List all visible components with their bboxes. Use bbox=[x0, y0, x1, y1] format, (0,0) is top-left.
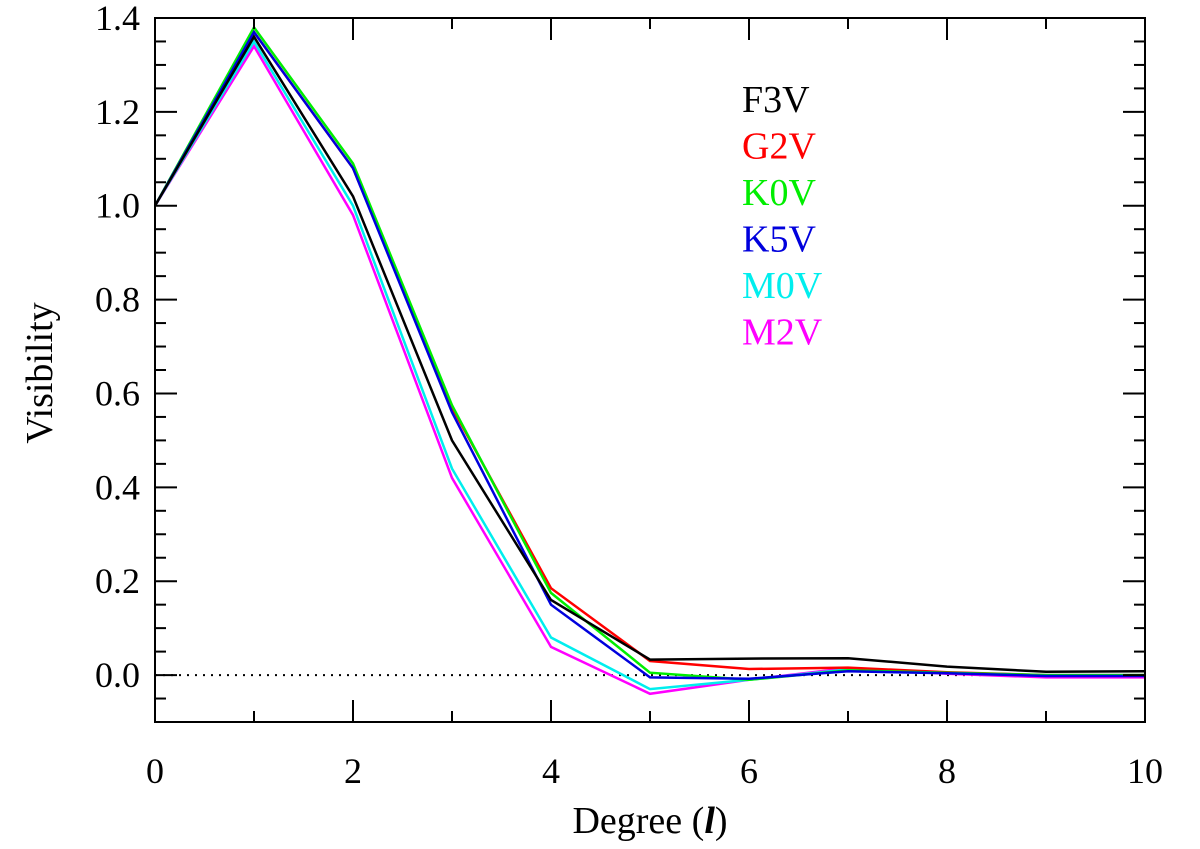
x-tick-label: 4 bbox=[542, 751, 560, 791]
y-tick-label: 0.8 bbox=[95, 280, 140, 320]
legend-entry-k5v: K5V bbox=[742, 219, 816, 261]
x-tick-label: 10 bbox=[1127, 751, 1163, 791]
series-line-m2v bbox=[153, 43, 1145, 696]
x-axis-title-text: Degree ( bbox=[572, 800, 704, 842]
legend-entry-g2v: G2V bbox=[742, 126, 816, 168]
series-line-m0v bbox=[153, 39, 1145, 691]
x-axis-title-close: ) bbox=[715, 800, 728, 842]
series-layer bbox=[153, 25, 1146, 696]
legend-entry-k0v: K0V bbox=[742, 172, 816, 214]
y-tick-label: 1.0 bbox=[95, 186, 140, 226]
x-axis-title-symbol: l bbox=[704, 800, 715, 842]
legend-entry-m0v: M0V bbox=[742, 265, 823, 307]
y-tick-label: 0.2 bbox=[95, 561, 140, 601]
y-tick-label: 0.0 bbox=[95, 655, 140, 695]
x-axis-title: Degree (l) bbox=[572, 800, 727, 842]
legend-entry-m2v: M2V bbox=[742, 312, 823, 354]
y-tick-label: 0.6 bbox=[95, 373, 140, 413]
series-line-k5v bbox=[153, 29, 1145, 681]
tick-label-layer: 0 2 4 6 8 10 0.0 0.2 0.4 0.6 0.8 1.0 1.2 1.4 bbox=[95, 0, 1163, 791]
x-tick-label: 6 bbox=[740, 751, 758, 791]
legend-entry-f3v: F3V bbox=[742, 79, 810, 121]
x-tick-label: 0 bbox=[146, 751, 164, 791]
y-axis-title: Visibility bbox=[19, 302, 61, 443]
y-tick-label: 0.4 bbox=[95, 467, 140, 507]
x-tick-label: 8 bbox=[938, 751, 956, 791]
y-tick-label: 1.4 bbox=[95, 0, 140, 38]
series-line-f3v bbox=[153, 34, 1146, 674]
tick-layer bbox=[154, 17, 1146, 723]
y-tick-label: 1.2 bbox=[95, 92, 140, 132]
x-tick-label: 2 bbox=[344, 751, 362, 791]
